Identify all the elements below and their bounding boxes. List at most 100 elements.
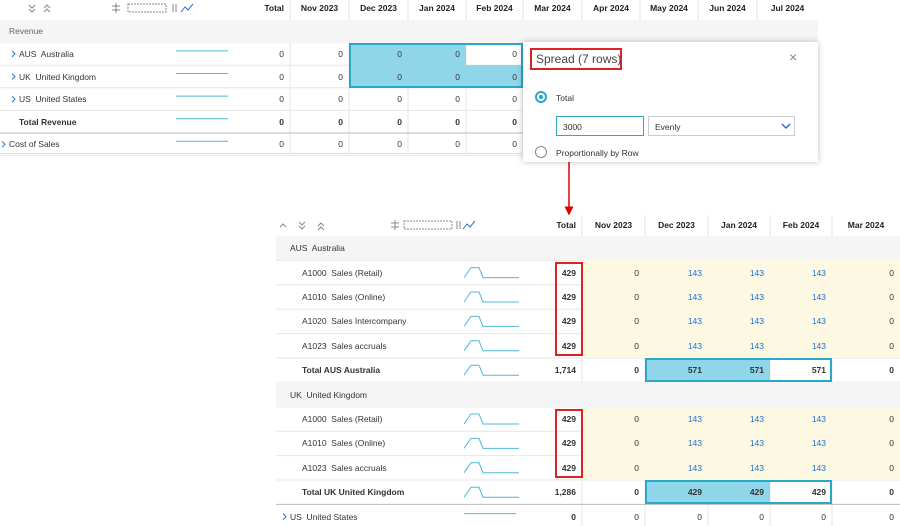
cell-value: 143 xyxy=(811,267,826,278)
cell-value: 143 xyxy=(749,267,764,278)
expand-chevron xyxy=(11,73,16,80)
column-header: Total xyxy=(264,3,284,13)
column-header: Total xyxy=(556,220,576,230)
cell-value: 143 xyxy=(811,316,826,327)
selected-cell xyxy=(708,480,770,505)
amount-input[interactable]: 3000 xyxy=(556,116,644,136)
row-label: UK United Kingdom xyxy=(290,389,368,400)
cell-value: 0 xyxy=(512,94,517,105)
column-header: Apr 2024 xyxy=(593,3,629,13)
column-header: Mar 2024 xyxy=(534,3,571,13)
cell-value: 0 xyxy=(889,365,894,376)
row-label: Cost of Sales xyxy=(9,139,60,150)
radio-label: Total xyxy=(556,93,574,103)
sparkline xyxy=(463,462,519,474)
cell-value: 143 xyxy=(811,340,826,351)
cell-value: 1,286 xyxy=(554,487,576,498)
column-header: Jul 2024 xyxy=(770,3,805,13)
selected-cell xyxy=(349,65,408,88)
cell-value: 0 xyxy=(634,316,639,327)
cell-value: 0 xyxy=(279,139,284,150)
cell-value: 429 xyxy=(811,487,826,498)
row-label: US United States xyxy=(19,94,87,105)
cell-value: 0 xyxy=(279,116,284,127)
row-label: A1010 Sales (Online) xyxy=(302,292,386,302)
cell-value: 143 xyxy=(749,340,764,351)
selection-box xyxy=(645,358,832,383)
column-header: Jun 2024 xyxy=(709,3,746,13)
cell-value: 143 xyxy=(687,414,702,424)
expand-chevron xyxy=(1,140,6,148)
cell-value: 143 xyxy=(811,292,826,302)
group-band xyxy=(276,382,900,407)
dialog-title: Spread (7 rows) xyxy=(530,48,622,70)
sparkline xyxy=(463,291,519,303)
cell-band xyxy=(582,431,900,456)
selection-box xyxy=(349,43,523,88)
cell-value: 0 xyxy=(397,71,402,82)
selected-cell xyxy=(408,42,466,66)
cell-value: 143 xyxy=(811,462,826,473)
radio-label: Proportionally by Row xyxy=(556,148,639,158)
column-header: Nov 2023 xyxy=(300,3,339,13)
row-label: A1023 Sales accruals xyxy=(302,462,387,473)
cell-value: 0 xyxy=(634,267,639,278)
sparkline xyxy=(463,364,519,376)
row-label: US United States xyxy=(290,511,358,522)
cell-value: 0 xyxy=(338,116,343,127)
cell-value: 0 xyxy=(455,71,460,82)
cell-value: 0 xyxy=(397,139,402,150)
group-band xyxy=(0,20,818,43)
cell-value: 0 xyxy=(634,438,639,449)
selected-cell xyxy=(466,65,523,88)
cell-value: 0 xyxy=(279,71,284,82)
cell-value: 429 xyxy=(561,316,576,327)
cell-value: 0 xyxy=(397,94,402,105)
cell-value: 0 xyxy=(455,139,460,150)
sparkline xyxy=(463,315,519,327)
row-label: A1000 Sales (Retail) xyxy=(302,414,383,424)
expand-chevron xyxy=(282,513,287,520)
column-header: Feb 2024 xyxy=(476,3,513,13)
column-header: May 2024 xyxy=(650,3,688,13)
cell-value: 143 xyxy=(687,438,702,449)
cell-value: 0 xyxy=(634,340,639,351)
row-label: A1000 Sales (Retail) xyxy=(302,267,383,278)
column-header: Mar 2024 xyxy=(847,220,885,230)
cell-value: 0 xyxy=(759,511,764,522)
close-button[interactable]: × xyxy=(789,49,798,65)
column-header: Jan 2024 xyxy=(721,220,757,230)
cell-value: 0 xyxy=(634,414,639,424)
cell-value: 0 xyxy=(397,116,402,127)
cell-value: 0 xyxy=(889,340,894,351)
row-label: Revenue xyxy=(9,26,44,37)
column-header: Nov 2023 xyxy=(594,220,633,230)
row-label: UK United Kingdom xyxy=(19,71,97,82)
cell-value: 143 xyxy=(687,316,702,327)
selected-cell xyxy=(645,358,708,383)
expand-chevron xyxy=(11,50,16,58)
cell-value: 0 xyxy=(634,292,639,302)
cell-value: 143 xyxy=(687,340,702,351)
cell-value: 0 xyxy=(512,71,517,82)
method-select[interactable]: Evenly xyxy=(648,116,795,136)
expand-chevron xyxy=(11,95,16,103)
cell-band xyxy=(582,309,900,334)
cell-value: 0 xyxy=(697,511,702,522)
sparkline xyxy=(463,486,519,498)
highlight-box xyxy=(555,262,583,356)
cell-value: 143 xyxy=(749,414,764,424)
column-header: Dec 2023 xyxy=(658,220,695,230)
cell-value: 0 xyxy=(279,48,284,59)
group-band xyxy=(276,236,900,261)
cell-band xyxy=(582,333,900,358)
column-header: Feb 2024 xyxy=(782,220,820,230)
cell-value: 0 xyxy=(889,487,894,498)
cell-value: 0 xyxy=(338,139,343,150)
cell-value: 0 xyxy=(512,139,517,150)
cell-value: 143 xyxy=(749,316,764,327)
radio-by-row[interactable] xyxy=(535,146,547,158)
cell-value: 0 xyxy=(889,292,894,302)
radio-total[interactable] xyxy=(535,91,547,103)
cell-value: 0 xyxy=(889,438,894,449)
